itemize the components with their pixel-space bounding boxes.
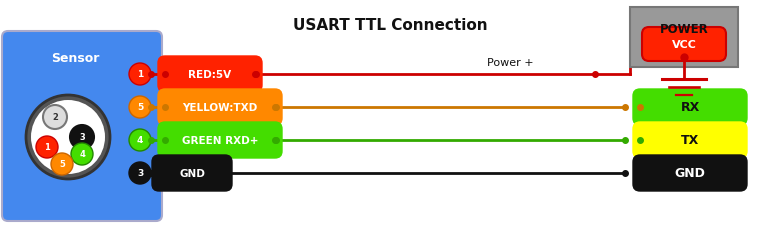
Text: RED:5V: RED:5V <box>189 70 232 80</box>
Circle shape <box>129 129 151 151</box>
FancyBboxPatch shape <box>158 89 282 126</box>
Text: 5: 5 <box>59 160 65 169</box>
Text: 5: 5 <box>136 103 143 112</box>
FancyBboxPatch shape <box>2 32 162 221</box>
Text: 2: 2 <box>52 113 58 122</box>
Circle shape <box>31 101 105 174</box>
Text: GND: GND <box>675 167 705 180</box>
Text: 3: 3 <box>136 169 143 178</box>
FancyBboxPatch shape <box>158 122 282 159</box>
Circle shape <box>71 143 93 165</box>
FancyBboxPatch shape <box>642 28 726 62</box>
FancyBboxPatch shape <box>630 8 738 68</box>
Text: 3: 3 <box>79 133 85 142</box>
Text: 1: 1 <box>44 143 50 152</box>
FancyBboxPatch shape <box>633 122 748 159</box>
Text: GREEN RXD+: GREEN RXD+ <box>182 135 258 145</box>
FancyBboxPatch shape <box>633 89 748 126</box>
Text: TX: TX <box>681 134 699 147</box>
Circle shape <box>129 96 151 118</box>
FancyBboxPatch shape <box>633 155 748 192</box>
Text: YELLOW:TXD: YELLOW:TXD <box>183 103 257 113</box>
Text: 4: 4 <box>79 150 85 159</box>
Circle shape <box>70 126 94 149</box>
Circle shape <box>43 106 67 129</box>
Text: POWER: POWER <box>660 23 708 36</box>
Circle shape <box>26 96 110 179</box>
Circle shape <box>36 136 58 158</box>
Circle shape <box>129 64 151 86</box>
Circle shape <box>129 162 151 184</box>
Circle shape <box>51 153 73 175</box>
Text: VCC: VCC <box>672 40 697 50</box>
Text: 1: 1 <box>136 70 143 79</box>
Text: RX: RX <box>680 101 700 114</box>
Text: GND: GND <box>179 168 205 178</box>
Text: 4: 4 <box>136 136 144 145</box>
FancyBboxPatch shape <box>151 155 232 192</box>
Text: USART TTL Connection: USART TTL Connection <box>292 18 488 33</box>
FancyBboxPatch shape <box>158 56 263 93</box>
Text: Power +: Power + <box>487 58 534 68</box>
Text: Sensor: Sensor <box>51 52 99 65</box>
